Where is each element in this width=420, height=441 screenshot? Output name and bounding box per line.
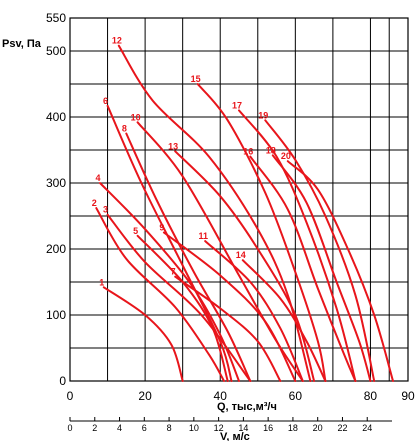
curves — [95, 44, 394, 382]
curve-17 — [238, 109, 357, 382]
curve-14 — [241, 259, 327, 382]
curve-3 — [106, 213, 252, 382]
y-tick-label: 200 — [46, 242, 66, 256]
x2-tick-label: 14 — [238, 423, 248, 433]
curve-10 — [136, 121, 304, 382]
curve-label-2: 2 — [92, 198, 97, 208]
curve-2 — [95, 207, 225, 382]
y-tick-label: 500 — [46, 44, 66, 58]
x2-tick-label: 8 — [167, 423, 172, 433]
x2-axis-title: V, м/с — [220, 431, 250, 441]
x-axis-title: Q, тыс,м³/ч — [217, 401, 277, 413]
curve-label-19: 19 — [258, 110, 268, 120]
x2-tick-label: 0 — [67, 423, 72, 433]
x2-tick-label: 18 — [288, 423, 298, 433]
curve-11 — [204, 240, 304, 382]
curve-15 — [196, 83, 327, 382]
y-tick-label: 100 — [46, 308, 66, 322]
curve-1 — [102, 286, 184, 382]
curve-label-11: 11 — [198, 231, 208, 241]
x2-tick-label: 6 — [142, 423, 147, 433]
y-tick-label: 0 — [59, 374, 66, 388]
curve-13 — [174, 150, 316, 382]
curve-label-10: 10 — [131, 112, 141, 122]
curve-label-16: 16 — [243, 147, 253, 157]
curve-19 — [264, 119, 376, 382]
x-tick-label: 60 — [289, 389, 303, 403]
x2-tick-label: 10 — [189, 423, 199, 433]
x-tick-label: 80 — [364, 389, 378, 403]
y-tick-label: 300 — [46, 176, 66, 190]
x2-tick-label: 22 — [337, 423, 347, 433]
y-tick-label: 400 — [46, 110, 66, 124]
curve-label-5: 5 — [133, 226, 138, 236]
y-tick-label: 550 — [46, 11, 66, 25]
curve-9 — [162, 231, 297, 382]
curve-5 — [136, 234, 229, 382]
curve-label-1: 1 — [99, 277, 104, 287]
x-tick-label: 40 — [214, 389, 228, 403]
x2-tick-label: 20 — [313, 423, 323, 433]
curve-6 — [106, 104, 233, 382]
curve-label-4: 4 — [96, 173, 101, 183]
curve-label-18: 18 — [266, 145, 276, 155]
y-axis-title: Psv, Па — [2, 38, 42, 50]
curve-label-6: 6 — [103, 96, 108, 106]
curve-7 — [174, 275, 282, 382]
curve-label-14: 14 — [236, 250, 246, 260]
x2-tick-label: 24 — [362, 423, 372, 433]
curve-label-17: 17 — [232, 100, 242, 110]
x2-tick-label: 16 — [263, 423, 273, 433]
curve-label-3: 3 — [103, 205, 108, 215]
curve-label-13: 13 — [168, 141, 178, 151]
x2-tick-label: 2 — [92, 423, 97, 433]
x2-tick-label: 12 — [214, 423, 224, 433]
curve-4 — [99, 182, 240, 382]
curve-8 — [125, 132, 252, 382]
x-tick-label: 20 — [138, 389, 152, 403]
x-tick-label: 0 — [67, 389, 74, 403]
curve-20 — [286, 160, 394, 382]
curve-16 — [249, 155, 357, 382]
curve-18 — [271, 154, 372, 382]
x-tick-label: 90 — [401, 389, 415, 403]
curve-label-7: 7 — [171, 267, 176, 277]
curve-label-20: 20 — [281, 151, 291, 161]
curve-label-12: 12 — [112, 36, 122, 46]
curve-label-8: 8 — [122, 124, 127, 134]
x2-tick-label: 4 — [117, 423, 122, 433]
curve-label-9: 9 — [159, 223, 164, 233]
curve-label-15: 15 — [191, 74, 201, 84]
